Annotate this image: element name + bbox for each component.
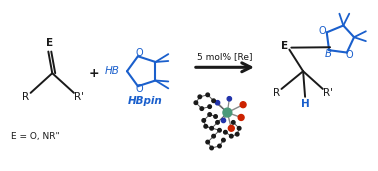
Circle shape xyxy=(194,101,198,104)
Circle shape xyxy=(206,93,209,97)
Circle shape xyxy=(218,128,221,132)
Text: R': R' xyxy=(74,92,84,102)
Circle shape xyxy=(208,105,211,108)
Circle shape xyxy=(212,134,215,138)
Text: E: E xyxy=(281,41,288,51)
Circle shape xyxy=(235,132,239,136)
Text: R: R xyxy=(22,92,29,102)
Circle shape xyxy=(202,119,206,122)
Circle shape xyxy=(216,121,219,124)
Circle shape xyxy=(214,115,217,118)
Circle shape xyxy=(198,95,201,99)
Text: HB: HB xyxy=(104,66,119,76)
Text: R': R' xyxy=(323,88,333,98)
Circle shape xyxy=(222,138,225,142)
Text: O: O xyxy=(345,50,353,61)
Circle shape xyxy=(200,107,204,110)
Text: R: R xyxy=(273,88,280,98)
Text: O: O xyxy=(135,84,143,94)
Text: E: E xyxy=(46,38,53,48)
Text: O: O xyxy=(135,48,143,58)
Text: 5 mol% [Re]: 5 mol% [Re] xyxy=(197,52,252,61)
Text: O: O xyxy=(318,26,325,36)
Circle shape xyxy=(238,115,244,120)
Circle shape xyxy=(240,102,246,108)
Circle shape xyxy=(218,144,221,148)
Circle shape xyxy=(204,124,208,128)
Text: B: B xyxy=(325,49,332,59)
Circle shape xyxy=(206,140,209,144)
Circle shape xyxy=(231,121,235,124)
Circle shape xyxy=(228,125,234,131)
Text: E = O, NR": E = O, NR" xyxy=(11,132,60,141)
Circle shape xyxy=(227,97,231,101)
Circle shape xyxy=(229,134,233,138)
Circle shape xyxy=(210,146,214,150)
Text: HBpin: HBpin xyxy=(127,96,162,106)
Circle shape xyxy=(237,127,241,130)
Text: +: + xyxy=(88,67,99,80)
Circle shape xyxy=(210,127,214,130)
Circle shape xyxy=(221,118,226,123)
Circle shape xyxy=(224,130,227,134)
Circle shape xyxy=(215,101,220,105)
Text: H: H xyxy=(301,99,310,109)
Circle shape xyxy=(212,99,215,103)
Circle shape xyxy=(208,113,211,116)
Circle shape xyxy=(223,108,232,117)
